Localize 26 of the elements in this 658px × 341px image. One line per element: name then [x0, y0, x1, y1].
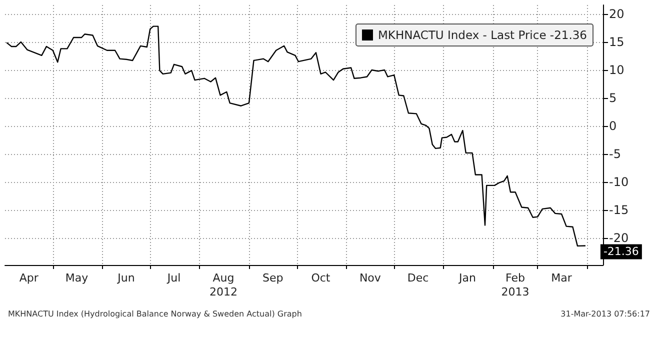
x-tick-label: Apr — [19, 272, 39, 284]
y-tick-label: 10 — [609, 63, 624, 77]
y-tick-label: 0 — [609, 119, 617, 134]
x-tick-label: Mar — [551, 272, 572, 284]
x-tick-label: Oct — [311, 272, 331, 284]
x-tick-label: Nov — [359, 272, 382, 284]
y-tick-label: 15 — [609, 34, 624, 49]
y-tick-label: -15 — [609, 203, 629, 218]
x-tick-label: May — [65, 272, 89, 284]
y-tick-label: 5 — [609, 91, 617, 106]
x-tick-label: Jul — [166, 272, 181, 284]
legend-label: MKHNACTU Index - Last Price -21.36 — [378, 28, 588, 42]
data-label: -21.36 — [603, 245, 639, 258]
x-tick-label: Aug 2012 — [209, 272, 238, 298]
line-series — [6, 26, 586, 247]
y-tick-label: -20 — [609, 231, 629, 246]
y-tick-label: 20 — [609, 6, 624, 21]
y-tick-label: -10 — [609, 175, 629, 190]
x-tick-label: Dec — [407, 272, 429, 284]
text: 31-Mar-2013 07:56:17 — [560, 310, 650, 318]
x-tick-label: Feb 2013 — [501, 272, 530, 298]
y-tick-label: -5 — [609, 147, 621, 162]
x-tick-label: Jun — [116, 272, 135, 284]
x-tick-label: Jan — [458, 272, 476, 284]
x-tick-label: Sep — [262, 272, 284, 284]
text: MKHNACTU Index (Hydrological Balance Norway & Sweden Actual) Graph — [8, 310, 302, 318]
